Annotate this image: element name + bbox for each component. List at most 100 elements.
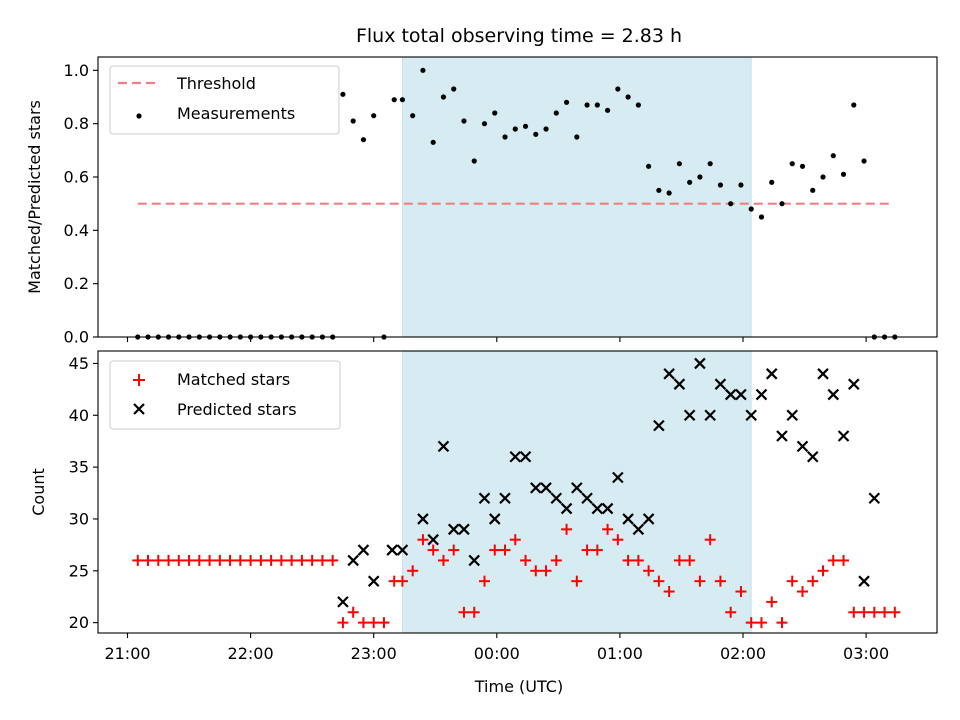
matched-stars-point (643, 565, 655, 577)
predicted-stars-point (396, 544, 409, 556)
ratio-panel: 0.0 0.2 0.4 0.6 0.8 1.0 (64, 56, 938, 347)
predicted-stars-point (499, 492, 511, 504)
measurement-point (830, 153, 836, 159)
matched-stars-point (848, 606, 860, 618)
measurement-point (861, 158, 867, 164)
x-tick-label: 03:00 (843, 644, 889, 663)
measurement-point (492, 110, 498, 116)
matched-stars-point (396, 575, 408, 587)
predicted-stars-point (488, 513, 501, 525)
predicted-stars-point (357, 544, 370, 556)
predicted-stars-point (468, 554, 481, 567)
matched-stars-point (347, 606, 359, 618)
matched-stars-point (327, 554, 339, 566)
measurement-point (851, 102, 857, 108)
matched-stars-point (478, 575, 490, 587)
measurement-point (738, 182, 744, 188)
matched-stars-point (817, 565, 829, 577)
matched-stars-point (173, 554, 185, 566)
measurement-point (820, 174, 826, 180)
matched-stars-point (602, 523, 614, 535)
predicted-stars-point (776, 430, 788, 442)
measurement-point (481, 121, 488, 127)
y-tick-label-ratio: 1.0 (64, 61, 89, 80)
legend-matched-swatch (133, 374, 145, 386)
matched-stars-point (653, 575, 665, 587)
matched-stars-point (509, 534, 521, 546)
measurement-point (687, 179, 693, 185)
y-tick-label-count: 30 (69, 509, 89, 528)
predicted-stars-point (827, 388, 840, 401)
measurement-point (779, 201, 785, 207)
measurement-point (371, 113, 377, 119)
predicted-stars-point (337, 596, 349, 608)
matched-stars-point (694, 575, 706, 587)
predicted-stars-point (642, 513, 655, 525)
measurement-point (543, 126, 549, 132)
y-tick-label-ratio: 0.2 (64, 274, 89, 293)
matched-stars-point (632, 554, 644, 566)
predicted-stars-point (663, 368, 675, 380)
predicted-stars-point (724, 388, 737, 401)
measurement-point (728, 201, 734, 207)
predicted-stars-point (858, 575, 870, 587)
measurement-point (656, 187, 662, 193)
predicted-stars-point (704, 409, 716, 422)
predicted-stars-point (694, 357, 706, 370)
matched-stars-point (714, 575, 726, 587)
legend-predicted-label: Predicted stars (177, 400, 297, 419)
predicted-stars-point (653, 419, 665, 432)
matched-stars-point (684, 554, 696, 566)
matched-stars-point (448, 544, 460, 556)
matched-stars-point (337, 617, 349, 629)
matched-stars-point (245, 554, 257, 566)
predicted-stars-point (560, 502, 573, 515)
measurement-point (810, 187, 816, 193)
axes-frame-count (97, 350, 938, 634)
predicted-stars-point (530, 482, 542, 494)
measurement-point (410, 113, 416, 119)
measurement-point (461, 118, 467, 124)
measurement-point (471, 158, 477, 164)
matched-stars-point (204, 554, 216, 566)
predicted-stars-point (447, 523, 460, 536)
matched-stars-point (306, 554, 318, 566)
matched-stars-point (540, 565, 552, 577)
predicted-stars-point (714, 378, 727, 390)
predicted-stars-point (437, 440, 450, 453)
matched-stars-point (776, 617, 788, 629)
predicted-stars-point (571, 482, 583, 494)
matched-stars-point (437, 554, 449, 566)
predicted-stars-point (632, 523, 645, 536)
predicted-stars-point (868, 492, 881, 504)
measurement-point (758, 214, 765, 220)
measurement-point (553, 110, 559, 116)
matched-stars-point (275, 554, 287, 566)
predicted-stars-point (735, 388, 747, 401)
predicted-stars-point (581, 492, 593, 504)
predicted-stars-point (622, 513, 634, 525)
matched-stars-point (550, 554, 562, 566)
matched-stars-point (838, 554, 850, 566)
legend-ratio: Threshold Measurements (109, 65, 340, 135)
matched-stars-point (725, 606, 737, 618)
measurement-point (646, 163, 652, 169)
matched-stars-point (163, 554, 175, 566)
measurement-point (430, 139, 436, 145)
legend-count-frame (109, 360, 341, 430)
measurement-point (635, 102, 641, 108)
legend-count: Matched stars Predicted stars (109, 360, 341, 430)
matched-stars-point (581, 544, 593, 556)
matched-stars-point (571, 575, 583, 587)
measurement-point (340, 91, 346, 97)
measurement-point (512, 126, 518, 132)
x-tick-label: 01:00 (597, 644, 643, 663)
matched-stars-point (417, 534, 429, 546)
legend-predicted-swatch (133, 403, 145, 415)
predicted-stars-point (367, 575, 380, 587)
matched-stars-point (378, 617, 390, 629)
x-tick-label: 22:00 (228, 644, 274, 663)
predicted-stars-point (417, 513, 429, 525)
matched-stars-point (255, 554, 267, 566)
predicted-stars-point (550, 492, 563, 504)
